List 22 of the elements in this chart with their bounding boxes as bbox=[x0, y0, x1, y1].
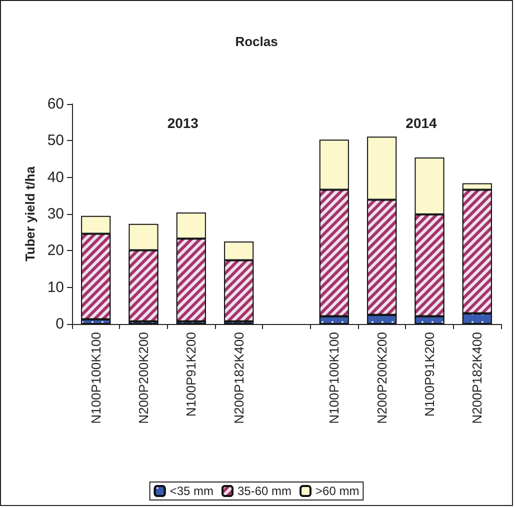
y-tick-label: 40 bbox=[47, 168, 64, 186]
y-tick-label: 10 bbox=[47, 278, 64, 296]
y-tick-label: 20 bbox=[47, 242, 64, 260]
legend-label: >60 mm bbox=[316, 484, 360, 498]
x-tick-label: N100P100K100 bbox=[326, 332, 342, 424]
x-tick-label: N100P100K100 bbox=[88, 332, 104, 424]
x-tick-label: N200P200K200 bbox=[374, 332, 390, 424]
y-tick-label: 60 bbox=[47, 96, 64, 112]
chart-title: Roclas bbox=[235, 34, 278, 49]
y-tick-label: 50 bbox=[47, 132, 64, 150]
legend-label: <35 mm bbox=[170, 484, 214, 498]
x-tick-label: N200P182K400 bbox=[470, 332, 485, 424]
x-tick-label: N200P200K200 bbox=[136, 332, 151, 424]
legend-label: 35-60 mm bbox=[237, 484, 292, 498]
y-tick-label: 30 bbox=[47, 206, 64, 222]
x-tick-label: N100P91K200 bbox=[422, 332, 437, 417]
x-tick-label: N100P91K200 bbox=[184, 332, 199, 417]
y-axis-title: Tuber yield t/ha bbox=[22, 166, 38, 262]
x-tick-label: N200P182K400 bbox=[231, 332, 246, 424]
y-tick-label: 0 bbox=[56, 316, 64, 332]
annotation: 2014 bbox=[406, 115, 438, 131]
annotation: 2013 bbox=[167, 115, 199, 131]
